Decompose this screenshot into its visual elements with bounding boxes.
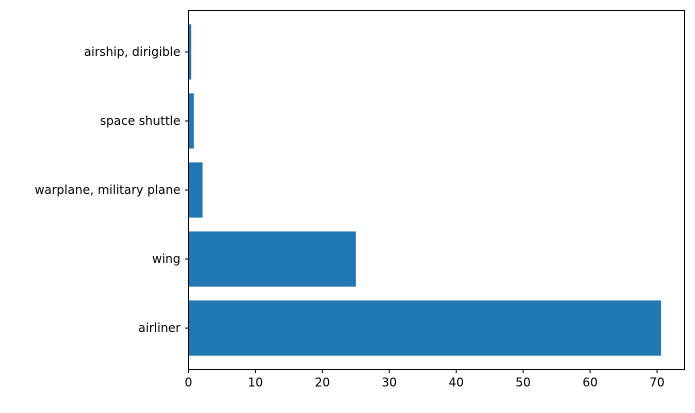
x-tick-label: 60 bbox=[582, 376, 597, 390]
y-tick-label: airliner bbox=[138, 321, 180, 335]
plot-frame bbox=[188, 10, 685, 370]
y-axis-ticks: airliner wing warplane, military plane spac… bbox=[35, 45, 189, 335]
y-tick-label: airship, dirigible bbox=[84, 45, 181, 59]
y-tick-label: wing bbox=[152, 252, 180, 266]
bar-airship-dirigible bbox=[188, 24, 192, 80]
x-tick-label: 70 bbox=[649, 376, 664, 390]
x-tick-label: 10 bbox=[248, 376, 263, 390]
bar-warplane-military-plane bbox=[188, 162, 203, 218]
x-tick-label: 40 bbox=[449, 376, 464, 390]
bar-wing bbox=[188, 231, 356, 287]
y-tick-label: warplane, military plane bbox=[35, 183, 181, 197]
bar-airliner bbox=[188, 300, 662, 356]
bar-space-shuttle bbox=[188, 93, 194, 149]
bars-group bbox=[188, 24, 662, 356]
x-tick-label: 0 bbox=[185, 376, 193, 390]
y-tick-label: space shuttle bbox=[100, 114, 181, 128]
x-tick-label: 20 bbox=[315, 376, 330, 390]
x-tick-label: 50 bbox=[516, 376, 531, 390]
x-tick-label: 30 bbox=[382, 376, 397, 390]
x-axis-ticks: 0 10 20 30 40 50 60 70 bbox=[185, 369, 665, 390]
